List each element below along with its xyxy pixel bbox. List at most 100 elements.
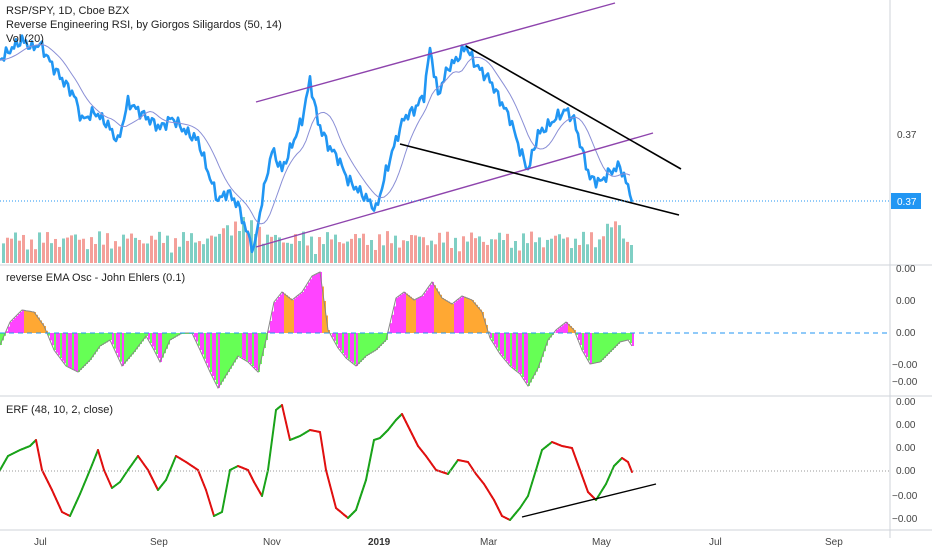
osc-bar: [558, 328, 560, 333]
erf-trend-line[interactable]: [521, 483, 657, 518]
osc-bar: [236, 333, 238, 360]
osc-bar: [394, 306, 396, 333]
osc-bar: [18, 314, 20, 333]
osc-bar: [94, 333, 96, 355]
volume-bar: [434, 244, 437, 263]
osc-bar: [592, 333, 594, 364]
volume-bar: [254, 234, 257, 263]
volume-bar: [282, 242, 285, 263]
osc-bar: [32, 311, 34, 333]
time-label-may: May: [592, 537, 611, 548]
volume-bar: [234, 221, 237, 263]
volume-bar: [502, 240, 505, 263]
osc-bar: [622, 333, 624, 342]
osc-bar: [78, 333, 80, 372]
osc-bar: [196, 333, 198, 342]
osc-bar: [58, 333, 60, 356]
osc-bar: [522, 333, 524, 377]
osc-bar: [96, 333, 98, 352]
erf-segment: [267, 454, 271, 471]
erf-segment: [271, 424, 275, 441]
osc-bar: [162, 333, 164, 358]
erf-segment: [205, 489, 209, 498]
osc-bar: [202, 333, 204, 355]
erf-segment: [37, 449, 41, 461]
osc-bar: [484, 318, 486, 333]
osc-bar: [312, 276, 314, 333]
osc-bar: [472, 300, 474, 333]
volume-bar: [506, 233, 509, 263]
erf-segment: [537, 455, 541, 465]
volume-bar: [522, 233, 525, 263]
osc-bar: [376, 333, 378, 350]
osc-bar: [84, 333, 86, 366]
osc-bar: [142, 333, 144, 342]
osc-bar: [148, 333, 150, 340]
osc-bar: [198, 333, 200, 346]
volume-bar: [610, 227, 613, 263]
osc-bar: [434, 285, 436, 333]
volume-bar: [126, 238, 129, 263]
osc-bar: [412, 298, 414, 333]
osc-bar: [274, 302, 276, 333]
osc-bar: [388, 331, 390, 333]
time-label-jul-2: Jul: [709, 537, 722, 548]
osc-bar: [130, 333, 132, 357]
osc-bar: [110, 333, 112, 340]
osc-legend[interactable]: reverse EMA Osc - John Ehlers (0.1): [6, 272, 185, 284]
erf-segment: [269, 439, 273, 456]
osc-bar: [0, 333, 2, 345]
symbol-legend[interactable]: RSP/SPY, 1D, Cboe BZX: [6, 5, 130, 17]
volume-bar: [154, 239, 157, 263]
wedge-lower-line[interactable]: [399, 143, 680, 216]
volume-bar: [606, 223, 609, 263]
osc-bar: [124, 333, 126, 364]
volume-bar: [98, 231, 101, 263]
volume-bar: [82, 238, 85, 263]
osc-bar: [594, 333, 596, 364]
volume-bar: [582, 231, 585, 263]
volume-bar: [42, 242, 45, 263]
wedge-upper-line[interactable]: [465, 45, 682, 170]
volume-bar: [358, 238, 361, 263]
volume-bar: [274, 234, 277, 263]
osc-bar: [520, 333, 522, 374]
volume-bars: [2, 217, 633, 263]
osc-bar: [116, 333, 118, 353]
osc-bar: [340, 333, 342, 351]
channel-lower-line[interactable]: [255, 132, 654, 248]
volume-bar: [10, 238, 13, 263]
osc-bar: [540, 333, 542, 363]
volume-bar: [338, 242, 341, 263]
osc-bar: [252, 333, 254, 366]
volume-legend[interactable]: Vol (20): [6, 33, 44, 45]
osc-bar: [294, 298, 296, 333]
osc-bar: [458, 299, 460, 333]
osc-bar: [276, 299, 278, 333]
volume-bar: [518, 250, 521, 263]
volume-bar: [598, 239, 601, 263]
osc-bar: [534, 333, 536, 376]
osc-bar: [244, 333, 246, 360]
osc-bar: [204, 333, 206, 359]
channel-upper-line[interactable]: [255, 2, 616, 103]
erf-legend[interactable]: ERF (48, 10, 2, close): [6, 404, 113, 416]
osc-bar: [324, 301, 326, 333]
osc-bar: [158, 333, 160, 358]
volume-bar: [414, 235, 417, 263]
osc-bar: [106, 333, 108, 343]
osc-bar: [572, 328, 574, 333]
volume-bar: [70, 235, 73, 263]
volume-bar: [122, 234, 125, 263]
osc-bar: [330, 333, 332, 334]
indicator-legend[interactable]: Reverse Engineering RSI, by Giorgos Sili…: [6, 19, 282, 31]
osc-bar: [568, 324, 570, 333]
volume-bar: [386, 231, 389, 263]
osc-bar: [438, 291, 440, 333]
erf-segment: [319, 431, 323, 446]
erf-segment: [99, 455, 103, 465]
osc-bar: [296, 296, 298, 333]
volume-bar: [102, 244, 105, 263]
erf-segment: [263, 477, 267, 489]
osc-bar: [418, 298, 420, 333]
